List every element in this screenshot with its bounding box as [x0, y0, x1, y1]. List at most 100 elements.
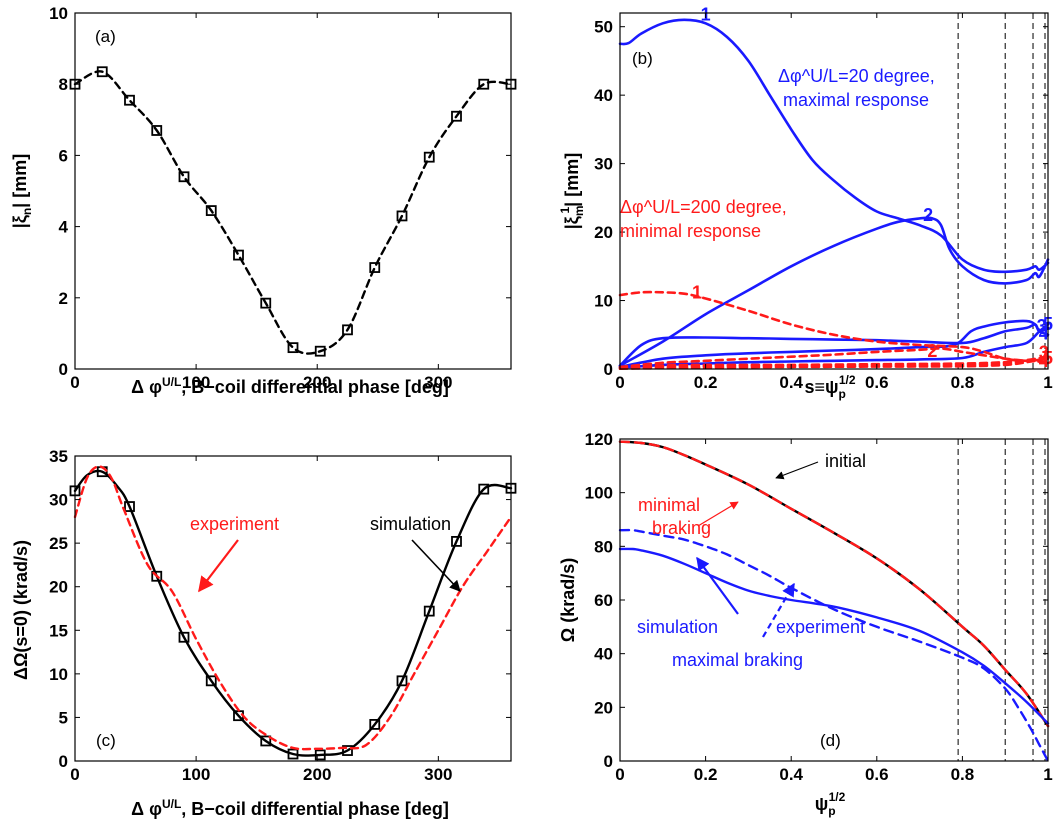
- panel-d-annotation-experiment: experiment: [776, 617, 865, 637]
- panel-d-xtick-label: 0: [615, 765, 624, 784]
- panel-c-arrow-simulation: [411, 539, 461, 592]
- panel-a-ytick-label: 10: [49, 4, 68, 23]
- panel-b-ytick-label: 10: [594, 292, 613, 311]
- panel-c-ytick-label: 10: [49, 665, 68, 684]
- panel-b-series-7: [618, 347, 1050, 369]
- panel-d-ytick-label: 40: [594, 645, 613, 664]
- panel-d-frame: [619, 438, 1049, 762]
- panel-c-ytick-label: 20: [49, 578, 68, 597]
- panel-d-series-1: [618, 440, 1050, 728]
- panel-b-series-2: [618, 216, 1050, 367]
- panel-b-ytick-label: 20: [594, 223, 613, 242]
- panel-d-xtick-label: 1: [1043, 765, 1052, 784]
- panel-d-arrow-initial: [775, 461, 819, 480]
- panel-a-marker-8: [260, 297, 272, 309]
- panel-a-ytick-label: 2: [59, 289, 68, 308]
- panel-a-marker-4: [151, 125, 163, 136]
- panel-c-ytick-label: 30: [49, 491, 68, 510]
- panel-b-xlabel: s≡ψp1/2: [804, 373, 855, 401]
- panel-b-annotation-min-line1: Δφ^U/L=200 degree,: [620, 197, 787, 217]
- panel-d-ticks: 0 0.2 0.4 0.6 0.8 1 0 20 40 60 80 100 120: [585, 430, 1053, 784]
- panel-b-ytick-label: 30: [594, 155, 613, 174]
- panel-a-xtick-label: 300: [424, 373, 452, 392]
- panel-a-marker-3: [124, 94, 135, 106]
- panel-a-xlabel: Δ φU/L, B−coil differential phase [deg]: [131, 375, 449, 397]
- panel-b-series-label: 2: [927, 341, 937, 361]
- panel-d-xtick-label: 0.8: [951, 765, 975, 784]
- panel-a-plot: [69, 66, 517, 357]
- panel-c-ytick-label: 5: [59, 708, 68, 727]
- panel-c-marker-5: [178, 631, 190, 643]
- panel-a-marker-11: [342, 324, 353, 336]
- panel-b-series-label: 1: [692, 282, 702, 302]
- panel-a-marker-9: [287, 342, 299, 354]
- panel-c-ytick-label: 25: [49, 534, 68, 553]
- panel-c-marker-10: [314, 749, 326, 761]
- panel-c-marker-4: [151, 570, 163, 582]
- panel-a-xtick-label: 0: [70, 373, 79, 392]
- panel-d-annotation-minimal-line1: minimal: [638, 495, 700, 515]
- panel-b-xtick-label: 0.6: [865, 373, 889, 392]
- panel-c-ticks: 0 100 200 300 0 5 10 15 20 25 30 35: [49, 447, 511, 784]
- panel-d-xlabel: ψp1/2: [815, 790, 846, 818]
- panel-b-xtick-label: 0.8: [951, 373, 975, 392]
- panel-b-annotation-min-line2: minimal response: [620, 221, 761, 241]
- panel-c-ytick-label: 35: [49, 447, 68, 466]
- panel-a: 0 100 200 300 0 2 4 6 8 10 (a) Δ φU/L, B−coil dif…: [10, 4, 517, 397]
- panel-d-annotation-maximal: maximal braking: [672, 650, 803, 670]
- panel-c-marker-15: [451, 536, 462, 547]
- panel-b-ylabel: |ξm1| [mm]: [558, 153, 586, 229]
- panel-c-marker-8: [260, 735, 272, 747]
- panel-a-ticks: 0 100 200 300 0 2 4 6 8 10: [49, 4, 511, 392]
- panel-c-xtick-label: 300: [424, 765, 452, 784]
- panel-d-series-4: [618, 528, 1050, 763]
- panel-c-frame: [74, 455, 512, 762]
- panel-b-ytick-label: 0: [604, 360, 613, 379]
- panel-b-label: (b): [632, 49, 653, 68]
- panel-b-ytick-label: 50: [594, 18, 613, 37]
- panel-c-xtick-label: 100: [182, 765, 210, 784]
- panel-b-series-label: 3: [1039, 343, 1049, 363]
- panel-d-ytick-label: 120: [585, 430, 613, 449]
- panel-c-marker-11: [342, 745, 353, 756]
- panel-c-xtick-label: 200: [303, 765, 331, 784]
- panel-b-series-6: [618, 290, 1050, 363]
- panel-b-xtick-label: 0.2: [694, 373, 718, 392]
- panel-d-annotation-initial: initial: [825, 451, 866, 471]
- panel-a-ytick-label: 8: [59, 75, 68, 94]
- panel-a-marker-16: [478, 78, 490, 90]
- panel-c-label: (c): [96, 731, 116, 750]
- panel-a-marker-2: [96, 66, 108, 78]
- panel-b-series-label: 4: [1039, 351, 1049, 371]
- panel-b-ytick-label: 40: [594, 86, 613, 105]
- panel-c-ylabel: ΔΩ(s=0) (krad/s): [11, 540, 31, 680]
- panel-c-marker-13: [396, 675, 408, 687]
- panel-a-ytick-label: 0: [59, 360, 68, 379]
- panel-d-ytick-label: 0: [604, 752, 613, 771]
- panel-a-marker-7: [233, 249, 244, 261]
- panel-c-series-2: [73, 465, 513, 751]
- panel-c-marker-9: [287, 748, 299, 760]
- panel-a-ytick-label: 4: [59, 218, 69, 237]
- panel-b-series-label: 4: [1039, 323, 1049, 343]
- panel-b-series-3: [618, 323, 1050, 367]
- panel-d-arrow-experiment: [762, 582, 795, 638]
- panel-a-xtick-label: 100: [182, 373, 210, 392]
- panel-d-ytick-label: 100: [585, 484, 613, 503]
- panel-c-marker-3: [124, 501, 135, 512]
- panel-a-ytick-label: 6: [59, 146, 68, 165]
- panel-c-xtick-label: 0: [70, 765, 79, 784]
- panel-d-label: (d): [820, 731, 841, 750]
- panel-a-marker-15: [451, 110, 462, 122]
- panel-a-series-1: [73, 70, 513, 355]
- panel-b-xtick-label: 1: [1043, 373, 1052, 392]
- panel-a-ylabel: |ξn| [mm]: [10, 154, 34, 228]
- panel-d-annotation-simulation: simulation: [637, 617, 718, 637]
- panel-d-xtick-label: 0.6: [865, 765, 889, 784]
- panel-d-plot: [618, 439, 1050, 763]
